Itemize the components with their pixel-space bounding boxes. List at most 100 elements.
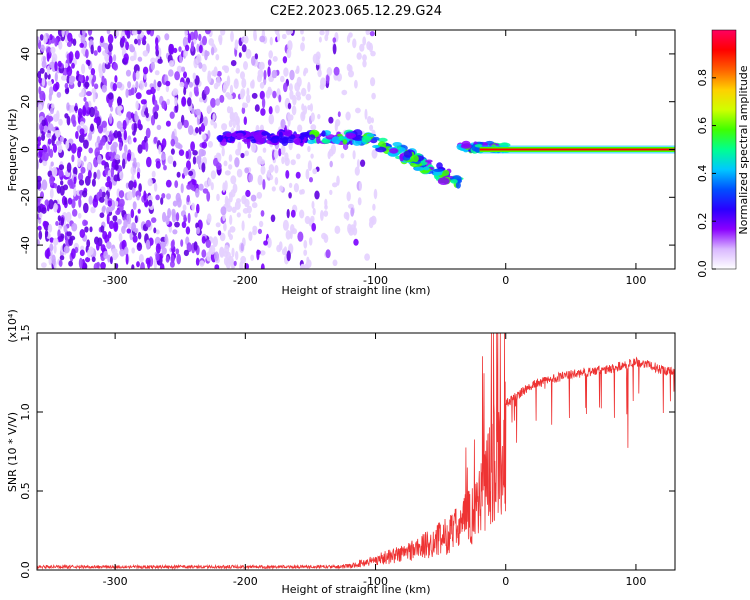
heatmap-cell [230, 60, 237, 67]
heatmap-cell [307, 160, 312, 172]
heatmap-cell [209, 245, 216, 255]
heatmap-cell [157, 80, 162, 88]
heatmap-cell [341, 89, 348, 96]
heatmap-xlabel: Height of straight line (km) [281, 284, 430, 297]
heatmap-cell [350, 207, 355, 217]
x-tick-label: -200 [233, 274, 258, 287]
heatmap-cell [323, 234, 329, 243]
heatmap-cell [210, 119, 215, 126]
heatmap-cell [78, 92, 85, 98]
heatmap-cell [247, 213, 252, 219]
heatmap-cell [367, 116, 372, 124]
heatmap-cell [126, 213, 132, 225]
heatmap-cell [369, 30, 375, 37]
heatmap-cell [108, 220, 115, 230]
heatmap-cell [38, 212, 43, 219]
heatmap-cell [119, 249, 126, 257]
heatmap-cell [66, 102, 70, 111]
heatmap-cell [167, 155, 174, 165]
heatmap-cell [168, 60, 174, 67]
heatmap-cell [66, 231, 72, 237]
heatmap-cell [59, 255, 65, 261]
heatmap-cell [108, 151, 112, 157]
heatmap-cell [195, 156, 202, 165]
heatmap-cell [257, 228, 262, 235]
heatmap-cell [58, 40, 63, 50]
heatmap-cell [335, 140, 340, 145]
heatmap-cell [154, 236, 161, 246]
heatmap-cell [281, 156, 285, 165]
heatmap-cell [139, 80, 145, 91]
colorbar: 0.0 0.2 0.4 0.6 0.8 Normalized spectral ampl… [696, 29, 750, 278]
heatmap-cell [37, 179, 41, 190]
heatmap-cell [187, 212, 191, 224]
heatmap-cell [69, 235, 76, 241]
heatmap-cell [41, 60, 47, 69]
heatmap-cell [243, 35, 249, 44]
heatmap-cell [135, 92, 142, 100]
heatmap-cell [235, 132, 244, 138]
heatmap-cell [262, 147, 267, 153]
colorbar-tick-label: 0.6 [696, 117, 709, 135]
heatmap-cell [125, 69, 132, 77]
heatmap-cell [88, 132, 93, 141]
heatmap-cell [109, 256, 113, 265]
heatmap-cell [150, 61, 155, 71]
heatmap-cell [168, 69, 174, 77]
heatmap-cell [82, 106, 87, 117]
heatmap-cell [244, 198, 250, 208]
heatmap-cell [85, 75, 89, 82]
heatmap-cell [241, 44, 247, 53]
heatmap-cell [131, 222, 137, 232]
heatmap-cell [336, 175, 340, 186]
heatmap-cell [307, 81, 311, 93]
heatmap-cell [319, 30, 325, 36]
heatmap-cell [300, 263, 306, 269]
heatmap-cell [60, 180, 64, 186]
heatmap-cell [49, 34, 53, 41]
heatmap-cell [272, 56, 278, 62]
heatmap-cell [52, 143, 58, 153]
heatmap-cell [346, 63, 352, 72]
heatmap-cell [349, 224, 356, 233]
heatmap-cell [64, 87, 70, 95]
heatmap-cell [96, 242, 100, 251]
heatmap-cell [127, 81, 132, 89]
heatmap-cell [123, 53, 129, 63]
heatmap-cell [266, 169, 271, 178]
heatmap-cell [181, 66, 186, 72]
heatmap-cell [229, 214, 233, 225]
heatmap-cell [230, 175, 237, 185]
heatmap-cell [204, 86, 210, 95]
heatmap-cell [113, 54, 117, 62]
heatmap-cell [373, 188, 378, 200]
heatmap-cell [412, 155, 419, 163]
heatmap-cell [282, 219, 289, 231]
heatmap-cell [217, 134, 223, 143]
heatmap-cell [125, 182, 129, 189]
heatmap-cell [66, 41, 72, 48]
heatmap-cell [270, 214, 276, 223]
heatmap-cell [223, 222, 227, 232]
heatmap-cell [92, 92, 96, 103]
heatmap-cell [271, 69, 278, 79]
heatmap-cell [62, 184, 69, 191]
heatmap-cell [243, 116, 247, 125]
heatmap-cell [259, 61, 265, 70]
heatmap-cell [113, 174, 119, 182]
x-tick-label: -100 [363, 575, 388, 588]
heatmap-cell [186, 242, 192, 253]
heatmap-cell [145, 257, 151, 265]
heatmap-cell [39, 67, 45, 74]
heatmap-cell [132, 161, 138, 169]
heatmap-cell [128, 44, 134, 51]
heatmap-cell [267, 59, 272, 66]
heatmap-cell [368, 42, 373, 53]
heatmap-cell [303, 249, 308, 256]
heatmap-cell [169, 111, 175, 119]
heatmap-cell [161, 100, 167, 110]
heatmap-cell [259, 35, 266, 43]
heatmap-cell [104, 46, 109, 54]
heatmap-cell [222, 84, 227, 94]
heatmap-cell [85, 49, 89, 59]
